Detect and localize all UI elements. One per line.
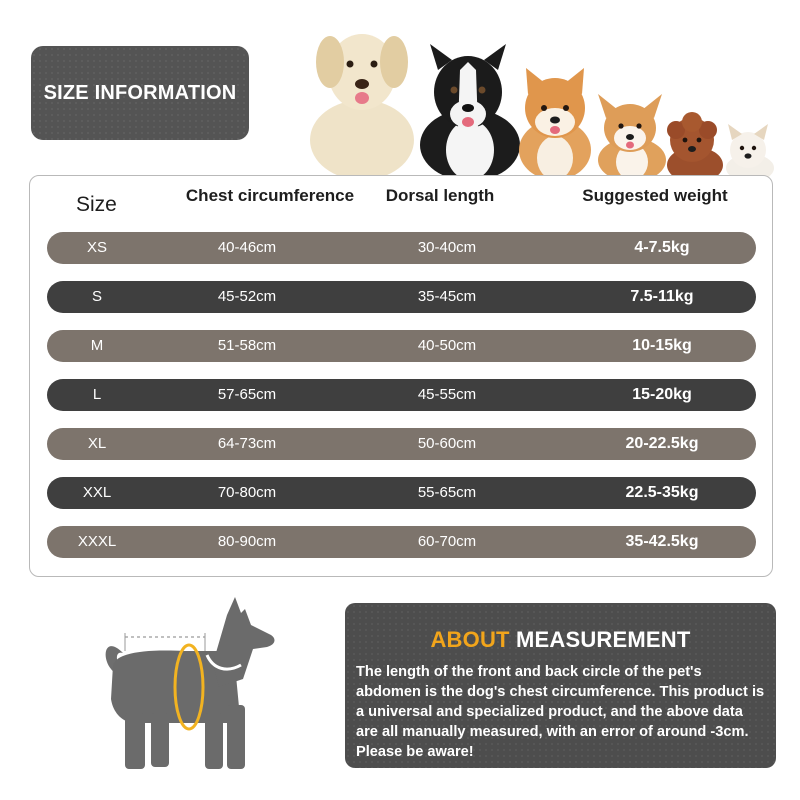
about-measurement-card: ABOUT MEASUREMENT The length of the fron…: [345, 603, 776, 768]
cell-size: XL: [87, 435, 107, 452]
table-header: Size Chest circumference Dorsal length S…: [30, 176, 772, 232]
poodle-icon: [667, 112, 723, 178]
about-title-accent: ABOUT: [430, 627, 510, 652]
about-title-rest: MEASUREMENT: [515, 627, 691, 652]
header-dorsal: Dorsal length: [385, 186, 495, 205]
cell-weight: 7.5-11kg: [630, 288, 694, 305]
cell-size: M: [90, 337, 104, 354]
cell-weight: 15-20kg: [632, 386, 692, 403]
shiba-inu-icon: [519, 68, 591, 178]
cell-dorsal: 40-50cm: [417, 337, 477, 354]
cell-chest: 70-80cm: [217, 484, 277, 501]
dog-breeds-photo: [310, 34, 774, 178]
cell-size: XXXL: [77, 533, 117, 550]
cell-weight: 35-42.5kg: [625, 533, 699, 550]
cell-chest: 80-90cm: [217, 533, 277, 550]
cell-chest: 51-58cm: [217, 337, 277, 354]
cell-weight: 20-22.5kg: [625, 435, 699, 452]
cell-chest: 40-46cm: [217, 239, 277, 256]
cell-size: L: [92, 386, 102, 403]
corgi-icon: [598, 94, 666, 178]
border-collie-icon: [420, 44, 520, 178]
cell-dorsal: 60-70cm: [417, 533, 477, 550]
cell-weight: 22.5-35kg: [625, 484, 699, 501]
table-row: S 45-52cm 35-45cm 7.5-11kg: [47, 281, 756, 313]
size-table: Size Chest circumference Dorsal length S…: [29, 175, 773, 577]
cell-size: S: [91, 288, 102, 305]
small-white-dog-icon: [726, 124, 774, 178]
about-body-text: The length of the front and back circle …: [356, 664, 765, 760]
table-row: XXL 70-80cm 55-65cm 22.5-35kg: [47, 477, 756, 509]
cell-dorsal: 55-65cm: [417, 484, 477, 501]
cell-dorsal: 35-45cm: [417, 288, 477, 305]
cell-chest: 64-73cm: [217, 435, 277, 452]
page-title: SIZE INFORMATION: [43, 81, 237, 104]
dog-silhouette-icon: [105, 597, 275, 769]
labrador-dog-icon: [310, 34, 414, 178]
table-row: XS 40-46cm 30-40cm 4-7.5kg: [47, 232, 756, 264]
table-row: M 51-58cm 40-50cm 10-15kg: [47, 330, 756, 362]
cell-weight: 4-7.5kg: [634, 239, 690, 256]
cell-weight: 10-15kg: [632, 337, 692, 354]
cell-size: XS: [86, 239, 107, 256]
cell-dorsal: 30-40cm: [417, 239, 477, 256]
cell-dorsal: 50-60cm: [417, 435, 477, 452]
cell-chest: 45-52cm: [217, 288, 277, 305]
cell-size: XXL: [82, 484, 112, 501]
table-row: XXXL 80-90cm 60-70cm 35-42.5kg: [47, 526, 756, 558]
cell-chest: 57-65cm: [217, 386, 277, 403]
header-chest: Chest circumference: [185, 186, 355, 205]
cell-dorsal: 45-55cm: [417, 386, 477, 403]
table-row: XL 64-73cm 50-60cm 20-22.5kg: [47, 428, 756, 460]
size-information-badge: SIZE INFORMATION: [31, 46, 249, 140]
header-size: Size: [76, 193, 117, 216]
about-title: ABOUT MEASUREMENT: [345, 627, 776, 653]
header-weight: Suggested weight: [582, 186, 728, 205]
table-row: L 57-65cm 45-55cm 15-20kg: [47, 379, 756, 411]
